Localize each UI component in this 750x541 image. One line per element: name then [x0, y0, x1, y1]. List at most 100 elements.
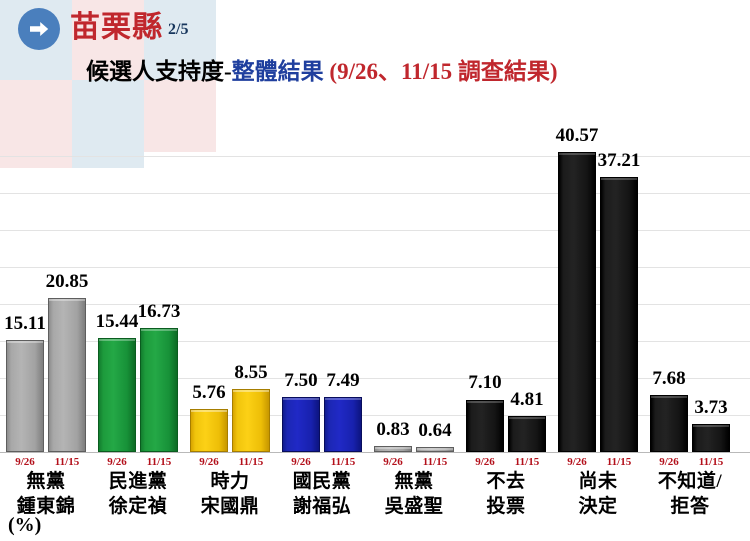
bar-column: 0.64: [416, 120, 454, 453]
category-label: 國民黨 謝福弘: [262, 469, 382, 519]
wave-tick-label: 11/15: [238, 456, 264, 468]
bar-value-label: 4.81: [510, 389, 544, 411]
category-label: 民進黨 徐定禎: [78, 469, 198, 519]
bar-value-label: 7.10: [468, 372, 502, 394]
category-label-line1: 時力: [210, 471, 250, 492]
category-label: 無黨 鍾東錦: [0, 469, 106, 519]
gridline: [0, 156, 750, 157]
bar-value-label: 5.76: [192, 382, 226, 404]
bar: [650, 395, 688, 452]
chart-plot-area: 15.11 20.85 15.44 16.73 5.76 8.55 7.50 7.49 0.83…: [0, 120, 750, 453]
wave-tick-label: 9/26: [383, 456, 403, 468]
category-label: 無黨 吳盛聖: [354, 469, 474, 519]
category-label: 不知道/拒答: [630, 469, 750, 519]
category-label-line1: 無黨: [26, 471, 66, 492]
gridline: [0, 267, 750, 268]
category-label-line2: 吳盛聖: [384, 496, 444, 517]
bar: [140, 328, 178, 452]
bar: [508, 416, 546, 452]
category-label-line1: 國民黨: [292, 471, 352, 492]
bar-value-label: 20.85: [45, 270, 89, 292]
bar-column: 15.44: [95, 120, 139, 453]
wave-tick-label: 9/26: [475, 456, 495, 468]
wave-tick-label: 9/26: [291, 456, 311, 468]
bar-value-label: 0.64: [418, 420, 452, 442]
category-label-line2: 宋國鼎: [200, 496, 260, 517]
subtitle-segment-3: (9/26、11/15 調查結果): [323, 59, 558, 84]
bar-column: 37.21: [598, 120, 640, 453]
wave-tick-label: 9/26: [15, 456, 35, 468]
unit-label: (%): [8, 514, 42, 536]
wave-tick-label: 9/26: [199, 456, 219, 468]
bar-column: 7.49: [324, 120, 362, 453]
bar-value-label: 16.73: [137, 301, 181, 323]
bar: [324, 396, 362, 452]
bar: [282, 396, 320, 452]
wave-tick-label: 9/26: [567, 456, 587, 468]
wave-tick-label: 11/15: [422, 456, 448, 468]
bar: [692, 424, 730, 452]
category-label-line1: 無黨: [394, 471, 434, 492]
bar-value-label: 15.44: [95, 310, 139, 332]
category-label-line2: 徐定禎: [108, 496, 168, 517]
bar-value-label: 7.50: [284, 369, 318, 391]
category-label-line2: 鍾東錦: [16, 496, 76, 517]
gridline: [0, 378, 750, 379]
wave-tick-label: 11/15: [330, 456, 356, 468]
category-label-line2: 謝福弘: [292, 496, 352, 517]
bar: [466, 399, 504, 452]
category-label: 時力 宋國鼎: [170, 469, 290, 519]
bar-column: 16.73: [137, 120, 181, 453]
bar-column: 7.68: [650, 120, 688, 453]
bar-column: 15.11: [4, 120, 46, 453]
category-label: 不去 投票: [446, 469, 566, 519]
bar: [374, 445, 412, 452]
bar-column: 5.76: [190, 120, 228, 453]
wave-tick-label: 11/15: [146, 456, 172, 468]
arrow-right-circle-icon: [18, 8, 60, 50]
bar-value-label: 7.68: [652, 368, 686, 390]
bar-column: 8.55: [232, 120, 270, 453]
bar-value-label: 0.83: [376, 418, 410, 440]
bar-column: 7.10: [466, 120, 504, 453]
bar-column: 40.57: [555, 120, 599, 453]
subtitle-segment-2: 整體結果: [231, 59, 324, 84]
bar: [48, 297, 86, 452]
chart-subtitle: 候選人支持度-整體結果 (9/26、11/15 調查結果): [86, 56, 558, 88]
wave-tick-label: 9/26: [107, 456, 127, 468]
category-label-line2: 投票: [486, 496, 526, 517]
subtitle-segment-1: 候選人支持度-: [86, 59, 232, 84]
page-number: 2/5: [168, 21, 189, 38]
bar-value-label: 40.57: [555, 124, 599, 146]
decorative-square-blue: [630, 28, 670, 60]
decorative-tile: [0, 0, 20, 80]
category-label-line2: 決定: [578, 496, 618, 517]
bar-column: 4.81: [508, 120, 546, 453]
gridline: [0, 230, 750, 231]
category-label: 尚未 決定: [538, 469, 658, 519]
x-axis-line: [0, 452, 750, 453]
gridline: [0, 304, 750, 305]
bar: [416, 447, 454, 452]
category-label-line1: 不去: [486, 471, 526, 492]
gridline: [0, 341, 750, 342]
bar-value-label: 7.49: [326, 369, 360, 391]
bar-value-label: 8.55: [234, 361, 268, 383]
bar-column: 7.50: [282, 120, 320, 453]
wave-tick-label: 11/15: [698, 456, 724, 468]
gridline: [0, 193, 750, 194]
decorative-square-pink: [667, 0, 715, 34]
wave-tick-label: 11/15: [514, 456, 540, 468]
bar-column: 20.85: [45, 120, 89, 453]
category-label-line1: 不知道/: [657, 471, 723, 492]
bar: [98, 337, 136, 452]
bar: [600, 176, 638, 452]
category-label-line1: 尚未: [578, 471, 618, 492]
wave-tick-label: 11/15: [606, 456, 632, 468]
category-label-line1: 民進黨: [108, 471, 168, 492]
category-label-line2: 拒答: [670, 496, 710, 517]
bar-column: 3.73: [692, 120, 730, 453]
bar: [6, 340, 44, 452]
wave-tick-label: 9/26: [659, 456, 679, 468]
